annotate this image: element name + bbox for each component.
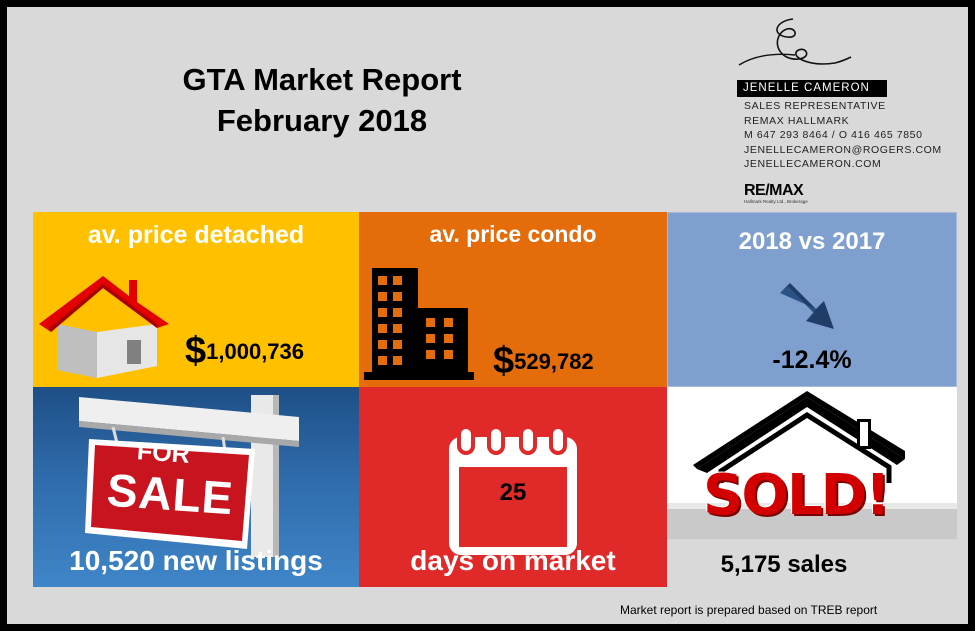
year-over-year-tile: 2018 vs 2017 -12.4% bbox=[667, 212, 957, 387]
signature-image bbox=[738, 18, 852, 66]
remax-logo-subtext: Hallmark Realty Ltd., Brokerage bbox=[744, 199, 808, 204]
footer-note: Market report is prepared based on TREB … bbox=[620, 603, 878, 617]
remax-logo-text: RE/MAX bbox=[744, 182, 804, 199]
detached-price: $1,000,736 bbox=[185, 330, 304, 373]
agent-name: JENELLE CAMERON bbox=[737, 80, 887, 97]
house-icon bbox=[39, 276, 169, 378]
condo-amount: 529,782 bbox=[514, 349, 594, 374]
sold-text: SOLD! bbox=[703, 463, 891, 528]
agent-brokerage: REMAX HALLMARK bbox=[744, 114, 850, 127]
page-title: GTA Market Report February 2018 bbox=[117, 59, 527, 141]
detached-dollar-sign: $ bbox=[185, 330, 207, 372]
detached-amount: 1,000,736 bbox=[206, 339, 305, 364]
agent-contact: SALES REPRESENTATIVE REMAX HALLMARK M 64… bbox=[744, 99, 942, 172]
agent-website: JENELLECAMERON.COM bbox=[744, 158, 882, 170]
condo-price-tile: av. price condo $529,782 bbox=[359, 212, 667, 387]
condo-heading: av. price condo bbox=[429, 221, 597, 247]
condo-dollar-sign: $ bbox=[493, 340, 515, 382]
days-number: 25 bbox=[499, 479, 527, 506]
down-arrow-icon bbox=[780, 283, 834, 329]
sold-house-icon bbox=[667, 391, 957, 539]
building-icon bbox=[364, 268, 474, 380]
days-on-market-tile: 25 days on market bbox=[359, 387, 667, 587]
title-line-2: February 2018 bbox=[216, 103, 428, 138]
sales-caption: 5,175 sales bbox=[720, 551, 848, 578]
agent-email: JENELLECAMERON@ROGERS.COM bbox=[744, 143, 942, 156]
sign-word-sale: SALE bbox=[105, 463, 236, 525]
new-listings-tile: FOR SALE 10,520 new listings bbox=[33, 387, 359, 587]
agent-phones: M 647 293 8464 / O 416 465 7850 bbox=[744, 129, 923, 141]
detached-price-tile: av. price detached $1,000,736 bbox=[33, 212, 359, 387]
yoy-heading: 2018 vs 2017 bbox=[738, 228, 886, 255]
days-caption: days on market bbox=[410, 545, 616, 576]
calendar-icon bbox=[449, 427, 577, 555]
yoy-change: -12.4% bbox=[772, 346, 852, 374]
condo-price: $529,782 bbox=[493, 340, 594, 383]
title-line-1: GTA Market Report bbox=[182, 62, 462, 97]
for-sale-sign-icon bbox=[79, 395, 299, 557]
listings-caption: 10,520 new listings bbox=[69, 545, 323, 576]
remax-logo: RE/MAX Hallmark Realty Ltd., Brokerage bbox=[744, 182, 834, 212]
detached-heading: av. price detached bbox=[87, 221, 305, 249]
agent-title: SALES REPRESENTATIVE bbox=[744, 100, 886, 112]
sales-tile: SOLD! 5,175 sales bbox=[667, 387, 957, 587]
